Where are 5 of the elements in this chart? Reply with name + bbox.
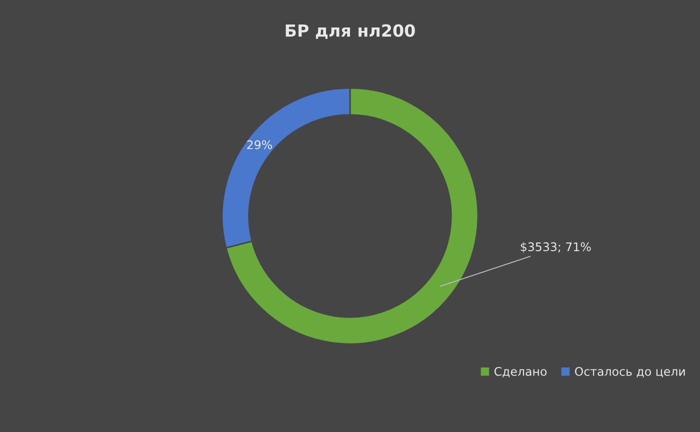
data-label: $3533; 71%: [520, 242, 591, 253]
chart-title: БР для нл200: [286, 24, 415, 39]
legend-label: Осталось до цели: [575, 366, 685, 378]
legend-label: Сделано: [494, 366, 547, 378]
data-label: 29%: [247, 140, 272, 150]
